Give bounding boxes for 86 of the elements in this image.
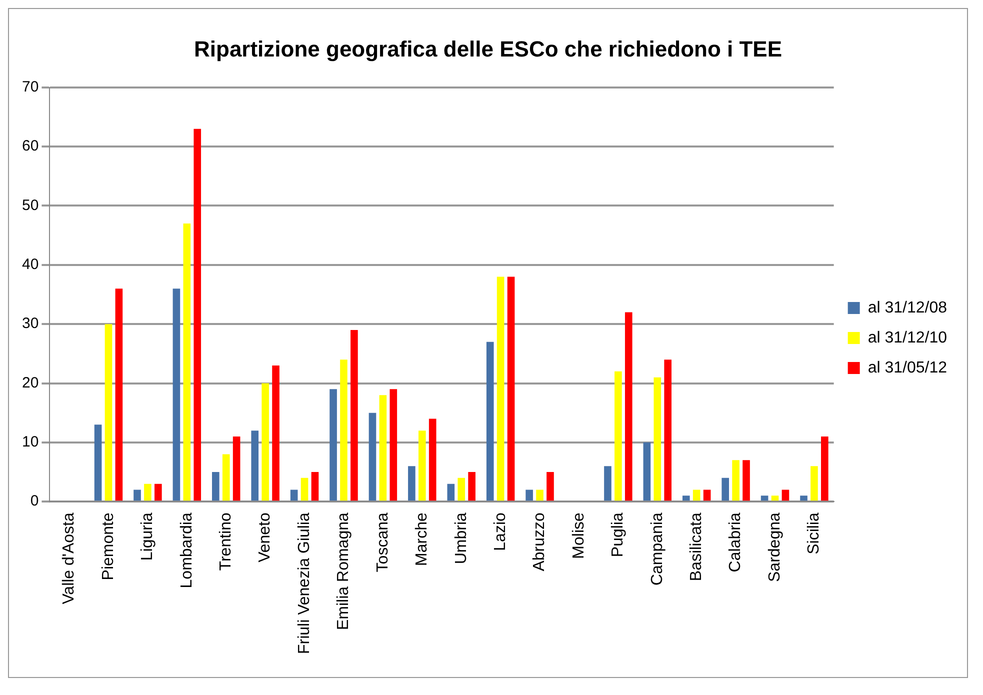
y-tick-label: 0 bbox=[30, 492, 39, 510]
bar bbox=[732, 460, 740, 501]
x-tick-label: Campania bbox=[648, 512, 666, 586]
y-tick-label: 10 bbox=[22, 434, 39, 451]
bar bbox=[172, 288, 180, 501]
bar bbox=[771, 496, 779, 501]
y-tick-label: 50 bbox=[22, 196, 39, 214]
bar bbox=[526, 490, 533, 501]
bar bbox=[379, 395, 387, 501]
bar bbox=[468, 472, 476, 501]
bar bbox=[222, 454, 230, 501]
y-tick-label: 20 bbox=[22, 374, 39, 392]
bar bbox=[194, 128, 202, 501]
bar bbox=[232, 436, 240, 501]
bar bbox=[624, 312, 632, 501]
bar bbox=[418, 430, 426, 501]
bar bbox=[104, 324, 112, 501]
bar bbox=[742, 460, 750, 501]
x-tick-label: Sicilia bbox=[806, 512, 823, 554]
bar bbox=[134, 490, 141, 501]
bar bbox=[614, 371, 622, 501]
bar bbox=[447, 484, 455, 501]
x-tick-label: Molise bbox=[570, 512, 588, 559]
bar bbox=[496, 276, 504, 501]
bar bbox=[722, 478, 730, 501]
bar bbox=[408, 466, 416, 501]
bar bbox=[272, 366, 280, 501]
x-tick-label: Umbria bbox=[452, 512, 470, 564]
bar bbox=[251, 430, 259, 501]
x-tick-label: Piemonte bbox=[100, 512, 117, 580]
x-tick-label: Abruzzo bbox=[531, 512, 548, 572]
bar bbox=[350, 330, 358, 501]
bar bbox=[390, 389, 398, 501]
y-tick-label: 30 bbox=[22, 315, 39, 332]
bar bbox=[682, 496, 690, 501]
bar bbox=[290, 490, 298, 501]
y-tick-label: 60 bbox=[22, 138, 39, 155]
bar bbox=[144, 484, 152, 501]
x-tick-label: Valle d'Aosta bbox=[60, 512, 78, 604]
bar bbox=[311, 472, 319, 501]
x-tick-label: Lazio bbox=[492, 512, 509, 551]
bar bbox=[800, 496, 808, 501]
bar bbox=[664, 360, 672, 501]
x-tick-label: Emilia Romagna bbox=[335, 512, 352, 630]
bar bbox=[330, 389, 337, 501]
bar bbox=[486, 342, 494, 501]
bar bbox=[115, 288, 123, 501]
bar bbox=[428, 418, 436, 501]
bar bbox=[546, 472, 554, 501]
bar bbox=[536, 490, 544, 501]
y-tick-label: 40 bbox=[22, 256, 39, 274]
legend-label: al 31/05/12 bbox=[868, 359, 948, 376]
x-tick-label: Sardegna bbox=[766, 512, 784, 582]
x-tick-label: Liguria bbox=[139, 512, 156, 561]
bar bbox=[154, 484, 162, 501]
bar bbox=[212, 472, 220, 501]
bar bbox=[300, 478, 308, 501]
bar bbox=[458, 478, 466, 501]
bar bbox=[183, 223, 191, 501]
bar bbox=[810, 466, 818, 501]
legend-label: al 31/12/08 bbox=[868, 299, 948, 316]
x-tick-label: Friuli Venezia Giulia bbox=[296, 512, 313, 654]
bar bbox=[692, 490, 700, 501]
bar bbox=[821, 436, 828, 501]
bar bbox=[643, 442, 651, 501]
x-tick-label: Marche bbox=[414, 512, 431, 566]
bar bbox=[94, 424, 102, 501]
bar bbox=[760, 496, 768, 501]
bar bbox=[654, 377, 662, 501]
legend-label: al 31/12/10 bbox=[868, 329, 948, 346]
bar bbox=[782, 490, 790, 501]
x-tick-label: Puglia bbox=[610, 512, 627, 558]
bar bbox=[262, 383, 269, 501]
x-tick-label: Veneto bbox=[256, 512, 274, 562]
x-tick-label: Toscana bbox=[374, 512, 392, 572]
bar bbox=[507, 276, 515, 501]
x-tick-label: Trentino bbox=[218, 512, 235, 571]
y-tick-label: 70 bbox=[22, 78, 39, 96]
bar bbox=[703, 490, 711, 501]
x-tick-label: Calabria bbox=[727, 512, 744, 572]
bar bbox=[604, 466, 612, 501]
chart-title: Ripartizione geografica delle ESCo che richiedono i TEE bbox=[194, 36, 782, 62]
x-tick-label: Lombardia bbox=[178, 512, 196, 588]
x-tick-label: Basilicata bbox=[688, 512, 706, 582]
bar bbox=[368, 412, 376, 501]
bar bbox=[340, 360, 348, 501]
